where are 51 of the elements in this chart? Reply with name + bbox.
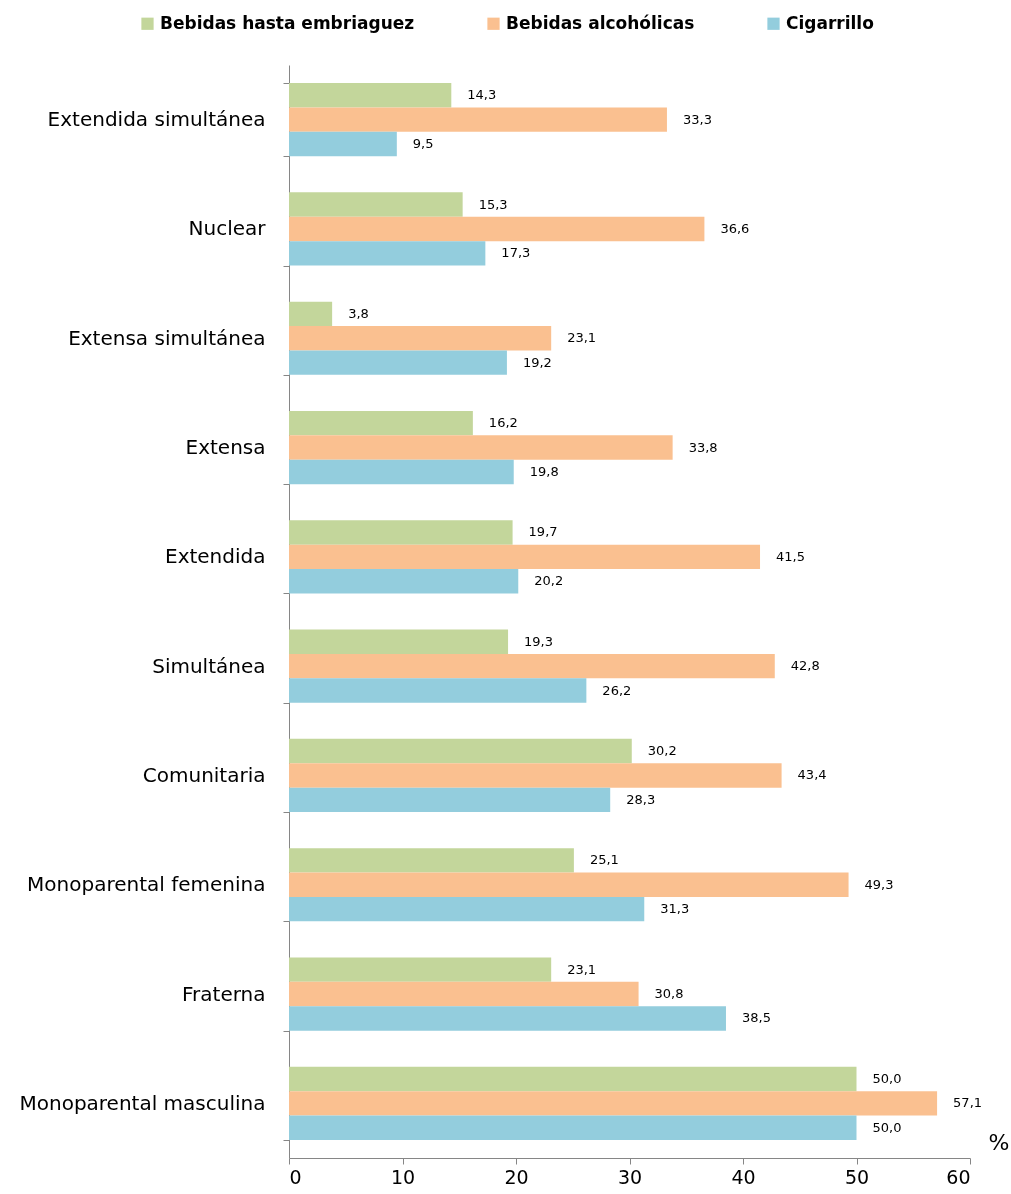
data-label: 36,6 [720, 220, 750, 236]
data-label: 50,0 [872, 1119, 902, 1135]
x-tick-label: 60 [946, 1165, 971, 1188]
data-label: 33,8 [688, 439, 718, 455]
data-label: 38,5 [741, 1010, 771, 1026]
x-tick-label: 50 [844, 1165, 870, 1188]
x-axis-title: % [988, 1129, 1010, 1155]
data-label: 23,1 [567, 961, 597, 977]
y-tick-label: Extendida simultánea [47, 107, 266, 132]
y-tick-label: Simultánea [152, 653, 266, 678]
y-tick-label: Monoparental masculina [19, 1090, 266, 1115]
y-tick-label: Fraterna [182, 981, 266, 1006]
data-label: 20,2 [534, 573, 564, 589]
x-tick-label: 20 [504, 1165, 529, 1188]
x-tick-label: 40 [731, 1165, 756, 1188]
data-label: 42,8 [790, 658, 820, 674]
data-label: 43,4 [797, 767, 827, 783]
data-label: 49,3 [864, 876, 894, 892]
data-label: 19,7 [528, 524, 558, 540]
data-label: 26,2 [602, 682, 632, 698]
data-label: 19,2 [522, 354, 552, 370]
x-tick-label: 30 [617, 1165, 643, 1188]
legend-label: Bebidas alcohólicas [506, 12, 695, 33]
y-tick-label: Extensa simultánea [68, 325, 266, 350]
data-label: 41,5 [776, 548, 805, 564]
data-label: 57,1 [953, 1095, 983, 1111]
data-label: 9,5 [412, 136, 434, 152]
y-tick-label: Monoparental femenina [27, 872, 266, 897]
data-label: 16,2 [488, 415, 518, 431]
x-tick-label: 0 [289, 1165, 302, 1188]
data-label: 15,3 [478, 196, 508, 212]
x-tick-label: 10 [390, 1165, 416, 1188]
y-tick-label: Extensa [185, 435, 266, 460]
data-label: 14,3 [467, 87, 497, 103]
data-label: 33,3 [682, 111, 712, 127]
data-label: 19,3 [524, 633, 554, 649]
data-label: 31,3 [660, 901, 690, 917]
data-label: 17,3 [501, 245, 531, 261]
legend-label: Bebidas hasta embriaguez [160, 12, 415, 33]
data-label: 30,8 [654, 986, 684, 1002]
data-label: 25,1 [589, 852, 619, 868]
data-label: 23,1 [567, 330, 597, 346]
data-label: 19,8 [529, 463, 559, 479]
y-tick-label: Comunitaria [142, 762, 266, 787]
legend-label: Cigarrillo [786, 12, 874, 33]
data-label: 30,2 [647, 743, 677, 759]
y-tick-label: Nuclear [188, 216, 267, 241]
data-label: 50,0 [872, 1070, 902, 1086]
data-label: 28,3 [626, 791, 656, 807]
y-tick-label: Extendida [165, 544, 266, 569]
data-label: 3,8 [348, 305, 369, 321]
